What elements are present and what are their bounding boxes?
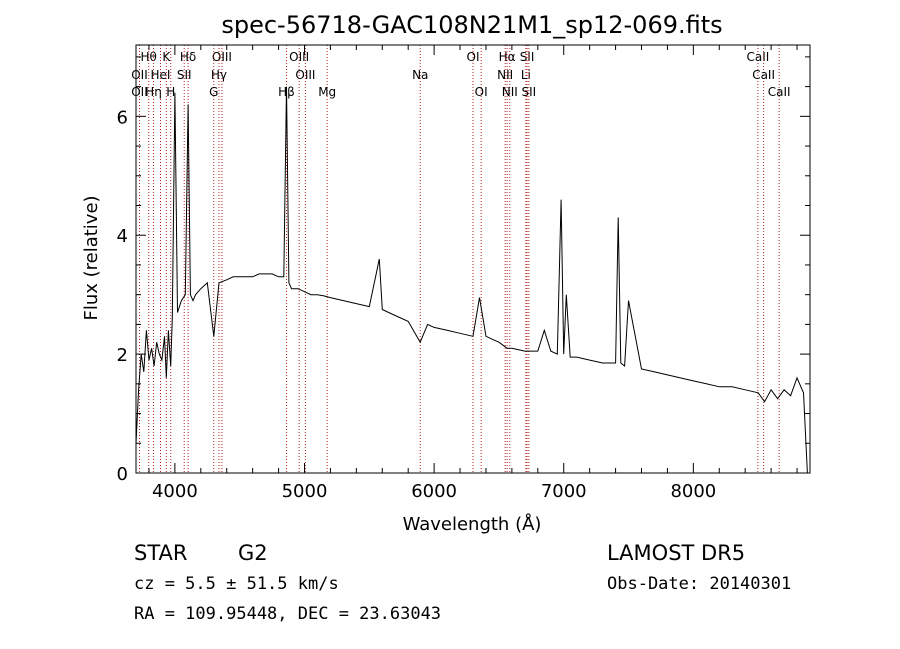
line-marker-label: Hθ [141, 50, 157, 64]
line-marker-label: Li [521, 68, 531, 82]
axis-ticks: 4000 5000 6000 7000 8000 0 2 4 6 [117, 45, 810, 502]
line-marker-label: SII [522, 85, 537, 99]
line-marker-label: NII [502, 85, 518, 99]
line-marker-label: OIII [295, 68, 315, 82]
plot-frame [135, 44, 811, 474]
line-marker-label: CaII [746, 50, 769, 64]
line-marker-label: HeI [151, 68, 171, 82]
x-axis-label: Wavelength (Å) [403, 513, 542, 535]
x-tick-label: 6000 [411, 481, 457, 502]
line-marker-label: NII [497, 68, 513, 82]
chart-title: spec-56718-GAC108N21M1_sp12-069.fits [221, 11, 722, 39]
line-marker-label: OII [131, 85, 148, 99]
redshift-text: cz = 5.5 ± 51.5 km/s [134, 574, 339, 594]
line-marker-label: CaII [752, 68, 775, 82]
line-marker-label: Hη [145, 85, 162, 99]
obs-date: Obs-Date: 20140301 [607, 574, 792, 594]
x-tick-label: 7000 [541, 481, 587, 502]
line-marker-label: SII [177, 68, 192, 82]
x-tick-label: 8000 [670, 481, 716, 502]
object-subclass: G2 [238, 541, 268, 565]
coordinates-text: RA = 109.95448, DEC = 23.63043 [134, 604, 442, 624]
survey-name: LAMOST DR5 [607, 541, 746, 565]
line-marker-label: Hγ [211, 68, 227, 82]
y-tick-label: 2 [117, 345, 128, 366]
y-tick-label: 4 [117, 226, 128, 247]
object-class: STAR [134, 541, 188, 565]
line-marker-label: Mg [318, 85, 336, 99]
line-markers: Hθ K Hδ OIII OIII OI Hα SII OII HeI SII Hγ OIII Na NII… [131, 45, 791, 473]
line-marker-label: OIII [212, 50, 232, 64]
y-tick-label: 0 [117, 464, 128, 485]
x-tick-label: 5000 [282, 481, 328, 502]
y-axis-label: Flux (relative) [81, 195, 102, 320]
line-marker-label: H [166, 85, 175, 99]
line-marker-label: G [209, 85, 218, 99]
series [135, 86, 808, 474]
line-marker-label: OIII [289, 50, 309, 64]
x-tick-label: 4000 [152, 481, 198, 502]
spectrum-line [135, 86, 808, 474]
line-marker-label: Hα [499, 50, 516, 64]
y-tick-label: 6 [117, 107, 128, 128]
line-marker-label: OI [467, 50, 480, 64]
line-marker-label: CaII [768, 85, 791, 99]
line-marker-label: Na [412, 68, 428, 82]
line-marker-label: Hδ [180, 50, 196, 64]
line-marker-label: K [162, 50, 171, 64]
line-marker-label: OI [475, 85, 488, 99]
line-marker-label: SII [520, 50, 535, 64]
